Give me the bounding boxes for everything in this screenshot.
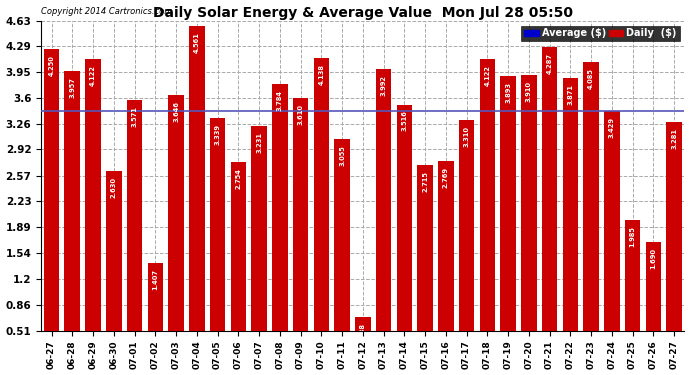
Bar	[562, 78, 578, 331]
Bar	[127, 100, 142, 331]
Text: 1.985: 1.985	[629, 226, 635, 247]
Bar	[313, 58, 329, 331]
Title: Daily Solar Energy & Average Value  Mon Jul 28 05:50: Daily Solar Energy & Average Value Mon J…	[152, 6, 573, 20]
Text: 4.122: 4.122	[484, 65, 491, 86]
Text: 3.231: 3.231	[256, 132, 262, 153]
Text: 3.910: 3.910	[526, 81, 532, 102]
Text: 0.688: 0.688	[359, 324, 366, 345]
Bar	[64, 71, 80, 331]
Bar	[43, 50, 59, 331]
Text: 3.516: 3.516	[402, 111, 407, 132]
Bar	[293, 98, 308, 331]
Text: 2.769: 2.769	[443, 167, 448, 188]
Bar	[646, 242, 661, 331]
Bar	[251, 126, 267, 331]
Text: 4.122: 4.122	[90, 65, 96, 86]
Bar	[583, 62, 599, 331]
Bar	[230, 162, 246, 331]
Bar	[210, 118, 226, 331]
Text: 4.561: 4.561	[194, 32, 200, 53]
Text: 3.610: 3.610	[297, 104, 304, 125]
Text: 2.630: 2.630	[111, 177, 117, 198]
Bar	[480, 59, 495, 331]
Bar	[334, 139, 350, 331]
Text: 4.138: 4.138	[318, 64, 324, 85]
Text: 3.992: 3.992	[381, 75, 386, 96]
Bar	[148, 263, 163, 331]
Legend: Average ($), Daily  ($): Average ($), Daily ($)	[521, 26, 680, 41]
Bar	[500, 76, 516, 331]
Bar	[542, 46, 558, 331]
Bar	[376, 69, 391, 331]
Text: 4.250: 4.250	[48, 56, 55, 76]
Bar	[86, 59, 101, 331]
Bar	[272, 84, 288, 331]
Text: 1.690: 1.690	[650, 248, 656, 269]
Bar	[355, 318, 371, 331]
Bar	[417, 165, 433, 331]
Text: 3.646: 3.646	[173, 101, 179, 122]
Text: 3.957: 3.957	[69, 77, 75, 98]
Bar	[397, 105, 412, 331]
Text: 2.715: 2.715	[422, 171, 428, 192]
Bar	[168, 95, 184, 331]
Text: 2.754: 2.754	[235, 168, 242, 189]
Text: 3.429: 3.429	[609, 117, 615, 138]
Text: 3.339: 3.339	[215, 124, 221, 145]
Text: 3.571: 3.571	[132, 106, 137, 128]
Bar	[189, 26, 204, 331]
Text: 3.893: 3.893	[505, 82, 511, 103]
Bar	[521, 75, 537, 331]
Text: 3.055: 3.055	[339, 145, 345, 166]
Text: Copyright 2014 Cartronics.com: Copyright 2014 Cartronics.com	[41, 7, 172, 16]
Text: 4.085: 4.085	[588, 68, 594, 88]
Bar	[438, 161, 453, 331]
Text: 3.310: 3.310	[464, 126, 470, 147]
Bar	[624, 220, 640, 331]
Bar	[667, 122, 682, 331]
Bar	[459, 120, 474, 331]
Text: 3.871: 3.871	[567, 84, 573, 105]
Text: 3.784: 3.784	[277, 90, 283, 111]
Bar	[604, 111, 620, 331]
Text: 1.407: 1.407	[152, 269, 158, 290]
Text: 4.287: 4.287	[546, 53, 553, 74]
Text: 3.281: 3.281	[671, 128, 677, 149]
Bar	[106, 171, 121, 331]
